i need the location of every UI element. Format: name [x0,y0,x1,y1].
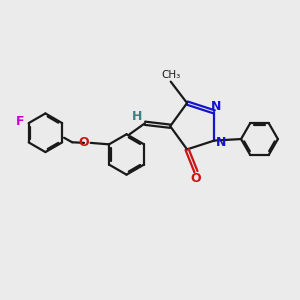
Text: O: O [79,136,89,149]
Text: CH₃: CH₃ [161,70,180,80]
Text: N: N [216,136,226,148]
Text: N: N [211,100,221,113]
Text: O: O [191,172,201,185]
Text: H: H [131,110,142,123]
Text: F: F [16,115,25,128]
